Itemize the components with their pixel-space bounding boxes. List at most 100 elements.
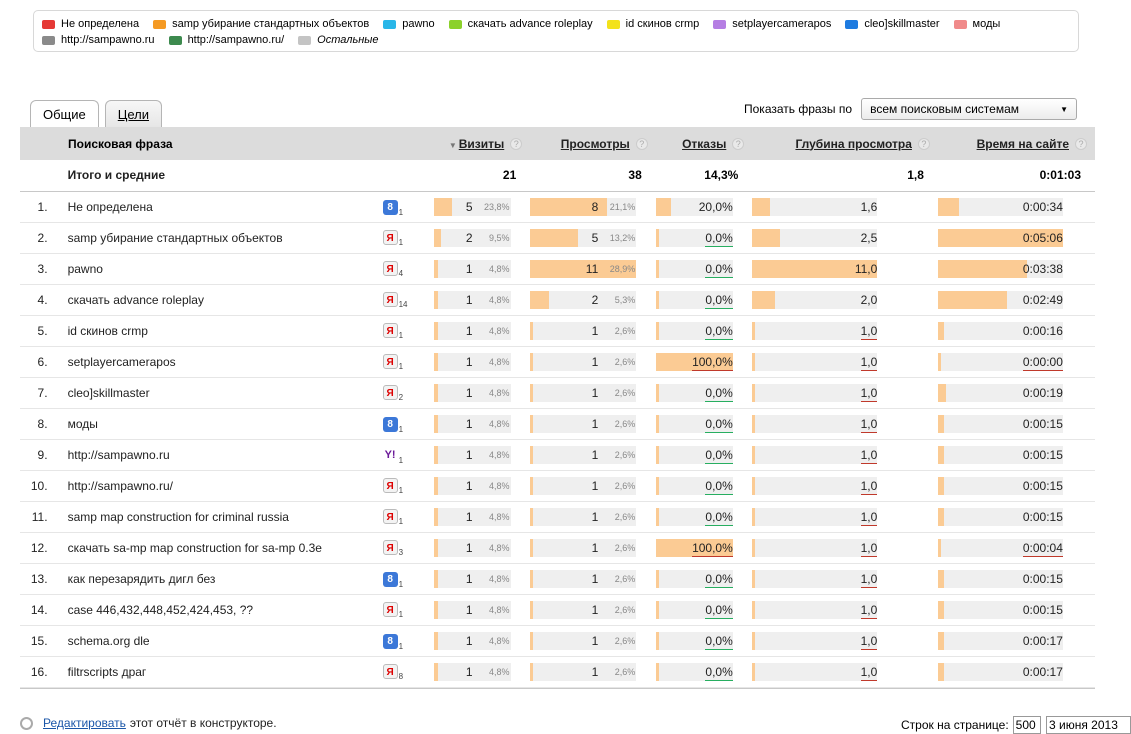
help-icon[interactable]: ? xyxy=(635,138,648,151)
row-phrase[interactable]: id скинов crmp xyxy=(67,323,148,338)
row-phrase[interactable]: schema.org dle xyxy=(67,633,150,648)
header-visits-label[interactable]: Визиты xyxy=(458,136,505,151)
date-field[interactable]: 3 июня 2013 xyxy=(1046,716,1131,734)
tab-general[interactable]: Общие xyxy=(30,100,99,127)
visits-cell: 1 4,8% xyxy=(433,501,531,532)
views-bar: 1 2,6% xyxy=(530,569,637,588)
legend-item[interactable]: Остальные xyxy=(298,34,379,46)
visits-fill xyxy=(433,476,438,495)
row-phrase[interactable]: cleo]skillmaster xyxy=(67,385,150,400)
row-phrase[interactable]: samp map construction for criminal russi… xyxy=(67,509,289,524)
bounces-fill xyxy=(655,538,733,557)
bounces-cell: 0,0% xyxy=(655,439,753,470)
engine-count: 1 xyxy=(398,207,404,217)
engine-count: 1 xyxy=(398,610,404,619)
legend-item[interactable]: http://sampawno.ru xyxy=(42,34,155,46)
header-time[interactable]: Время на сайте? xyxy=(938,127,1095,160)
visits-fill xyxy=(433,662,438,681)
visits-bar: 1 4,8% xyxy=(433,538,511,557)
header-views[interactable]: Просмотры? xyxy=(530,127,656,160)
visits-fill xyxy=(433,507,438,526)
header-bounces-label[interactable]: Отказы xyxy=(682,136,727,151)
search-engine-select[interactable]: всем поисковым системам ▼ xyxy=(861,98,1078,120)
visits-bar: 1 4,8% xyxy=(433,383,511,402)
row-phrase[interactable]: http://sampawno.ru xyxy=(67,447,170,462)
tab-goals[interactable]: Цели xyxy=(104,100,163,127)
views-track xyxy=(530,383,637,402)
depth-fill xyxy=(752,321,756,340)
legend-label: id скинов crmp xyxy=(625,18,700,30)
legend-item[interactable]: cleo]skillmaster xyxy=(845,18,940,30)
header-time-label[interactable]: Время на сайте xyxy=(976,136,1069,151)
bounces-cell: 0,0% xyxy=(655,501,753,532)
google-icon: 8 xyxy=(382,571,398,587)
rows-per-page-input[interactable] xyxy=(1012,716,1041,734)
bounces-bar: 0,0% xyxy=(655,507,733,526)
engine-count: 8 xyxy=(398,672,404,681)
google-icon: 8 xyxy=(382,199,398,215)
bounces-value: 0,0% xyxy=(705,478,733,495)
visits-bar: 1 4,8% xyxy=(433,662,511,681)
time-fill xyxy=(937,662,944,681)
visits-bar: 1 4,8% xyxy=(433,445,511,464)
row-phrase[interactable]: Не определена xyxy=(67,199,153,214)
views-cell: 1 2,6% xyxy=(530,408,656,439)
help-icon[interactable]: ? xyxy=(732,138,745,151)
legend-item[interactable]: моды xyxy=(953,18,1000,30)
views-cell: 1 2,6% xyxy=(530,470,656,501)
legend-label: http://sampawno.ru/ xyxy=(187,34,285,46)
views-cell: 1 2,6% xyxy=(530,315,656,346)
header-views-label[interactable]: Просмотры xyxy=(560,136,630,151)
row-phrase[interactable]: скачать sa-mp map construction for sa-mp… xyxy=(67,540,322,555)
legend-item[interactable]: id скинов crmp xyxy=(606,18,700,30)
legend-item[interactable]: setplayercamerapos xyxy=(713,18,831,30)
visits-cell: 1 4,8% xyxy=(433,253,531,284)
row-phrase[interactable]: case 446,432,448,452,424,453, ?? xyxy=(67,602,254,617)
visits-value: 5 xyxy=(465,199,473,214)
legend-item[interactable]: http://sampawno.ru/ xyxy=(168,34,285,46)
legend-item[interactable]: samp убирание стандартных объектов xyxy=(153,18,369,30)
legend-item[interactable]: скачать advance roleplay xyxy=(448,18,593,30)
time-bar: 0:00:15 xyxy=(937,414,1063,433)
header-depth[interactable]: Глубина просмотра? xyxy=(752,127,938,160)
time-fill xyxy=(937,352,941,371)
visits-bar: 1 4,8% xyxy=(433,569,511,588)
row-phrase[interactable]: pawno xyxy=(67,261,103,276)
bounces-bar: 0,0% xyxy=(655,662,733,681)
visits-track xyxy=(433,197,511,216)
visits-percent: 4,8% xyxy=(489,325,510,336)
header-bounces[interactable]: Отказы? xyxy=(656,127,753,160)
legend-item[interactable]: Не определена xyxy=(42,18,139,30)
legend-label: Не определена xyxy=(61,18,140,30)
row-phrase[interactable]: скачать advance roleplay xyxy=(67,292,204,307)
row-phrase[interactable]: моды xyxy=(67,416,98,431)
row-phrase[interactable]: filtrscripts драг xyxy=(67,664,147,679)
help-icon[interactable]: ? xyxy=(1075,138,1087,151)
edit-report-link[interactable]: Редактировать xyxy=(43,716,126,730)
header-visits[interactable]: ▼ Визиты? xyxy=(434,127,531,160)
views-percent: 5,3% xyxy=(614,294,636,305)
filter-label: Показать фразы по xyxy=(744,102,853,116)
legend-item[interactable]: pawno xyxy=(383,18,435,30)
help-icon[interactable]: ? xyxy=(510,138,523,151)
time-bar: 0:00:19 xyxy=(937,383,1063,402)
yandex-icon: Я xyxy=(382,354,398,369)
row-phrase[interactable]: samp убирание стандартных объектов xyxy=(67,230,283,245)
row-phrase[interactable]: как перезарядить дигл без xyxy=(67,571,216,586)
row-number: 14. xyxy=(30,602,48,617)
yandex-icon: Я xyxy=(382,261,398,276)
time-track xyxy=(937,383,1063,402)
legend-label: Остальные xyxy=(317,34,379,46)
depth-fill xyxy=(752,290,776,309)
depth-value: 1,0 xyxy=(860,664,878,681)
row-phrase[interactable]: http://sampawno.ru/ xyxy=(67,478,173,493)
row-phrase[interactable]: setplayercamerapos xyxy=(67,354,176,369)
header-depth-label[interactable]: Глубина просмотра xyxy=(795,136,912,151)
depth-track xyxy=(752,600,878,619)
views-fill xyxy=(530,228,579,247)
depth-bar: 1,0 xyxy=(752,321,878,340)
views-percent: 2,6% xyxy=(614,325,636,336)
help-icon[interactable]: ? xyxy=(917,138,930,151)
